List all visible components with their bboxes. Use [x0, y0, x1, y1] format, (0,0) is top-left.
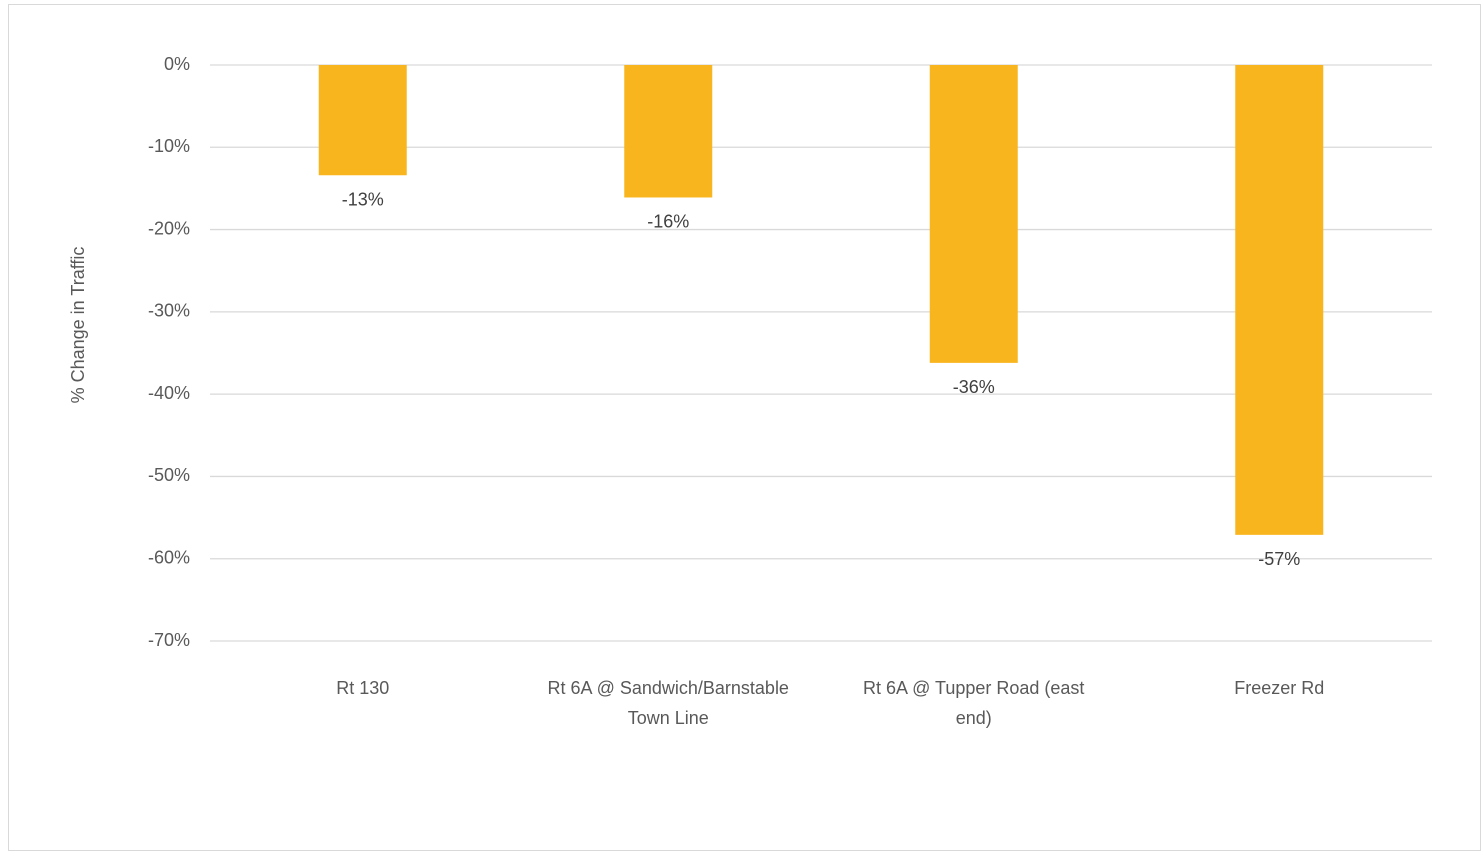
- data-label: -13%: [342, 189, 384, 209]
- data-labels: -13% -16% -36% -57%: [342, 189, 1301, 569]
- bar: [318, 65, 407, 176]
- y-tick-label: -50%: [148, 465, 190, 485]
- y-tick-label: 0%: [164, 54, 190, 74]
- data-label: -36%: [953, 377, 995, 397]
- y-tick-label: -70%: [148, 630, 190, 650]
- y-tick-label: -10%: [148, 136, 190, 156]
- y-tick-label: -40%: [148, 383, 190, 403]
- y-axis-ticks: 0% -10% -20% -30% -40% -50% -60% -70%: [148, 54, 190, 650]
- y-tick-label: -60%: [148, 547, 190, 567]
- x-category-label: end): [956, 708, 992, 728]
- data-label: -16%: [647, 211, 689, 231]
- bar: [929, 65, 1018, 363]
- x-category-label: Town Line: [628, 708, 709, 728]
- x-axis-categories: Rt 130 Rt 6A @ Sandwich/Barnstable Town Li…: [336, 678, 1324, 728]
- bars: [318, 65, 1324, 535]
- bar: [624, 65, 713, 198]
- x-category-label: Freezer Rd: [1234, 678, 1324, 698]
- x-category-label: Rt 6A @ Sandwich/Barnstable: [548, 678, 789, 698]
- x-category-label: Rt 6A @ Tupper Road (east: [863, 678, 1084, 698]
- data-label: -57%: [1258, 549, 1300, 569]
- y-axis-title: % Change in Traffic: [68, 247, 88, 404]
- gridlines: [210, 64, 1432, 642]
- bar: [1235, 65, 1324, 535]
- y-tick-label: -30%: [148, 301, 190, 321]
- x-category-label: Rt 130: [336, 678, 389, 698]
- y-tick-label: -20%: [148, 218, 190, 238]
